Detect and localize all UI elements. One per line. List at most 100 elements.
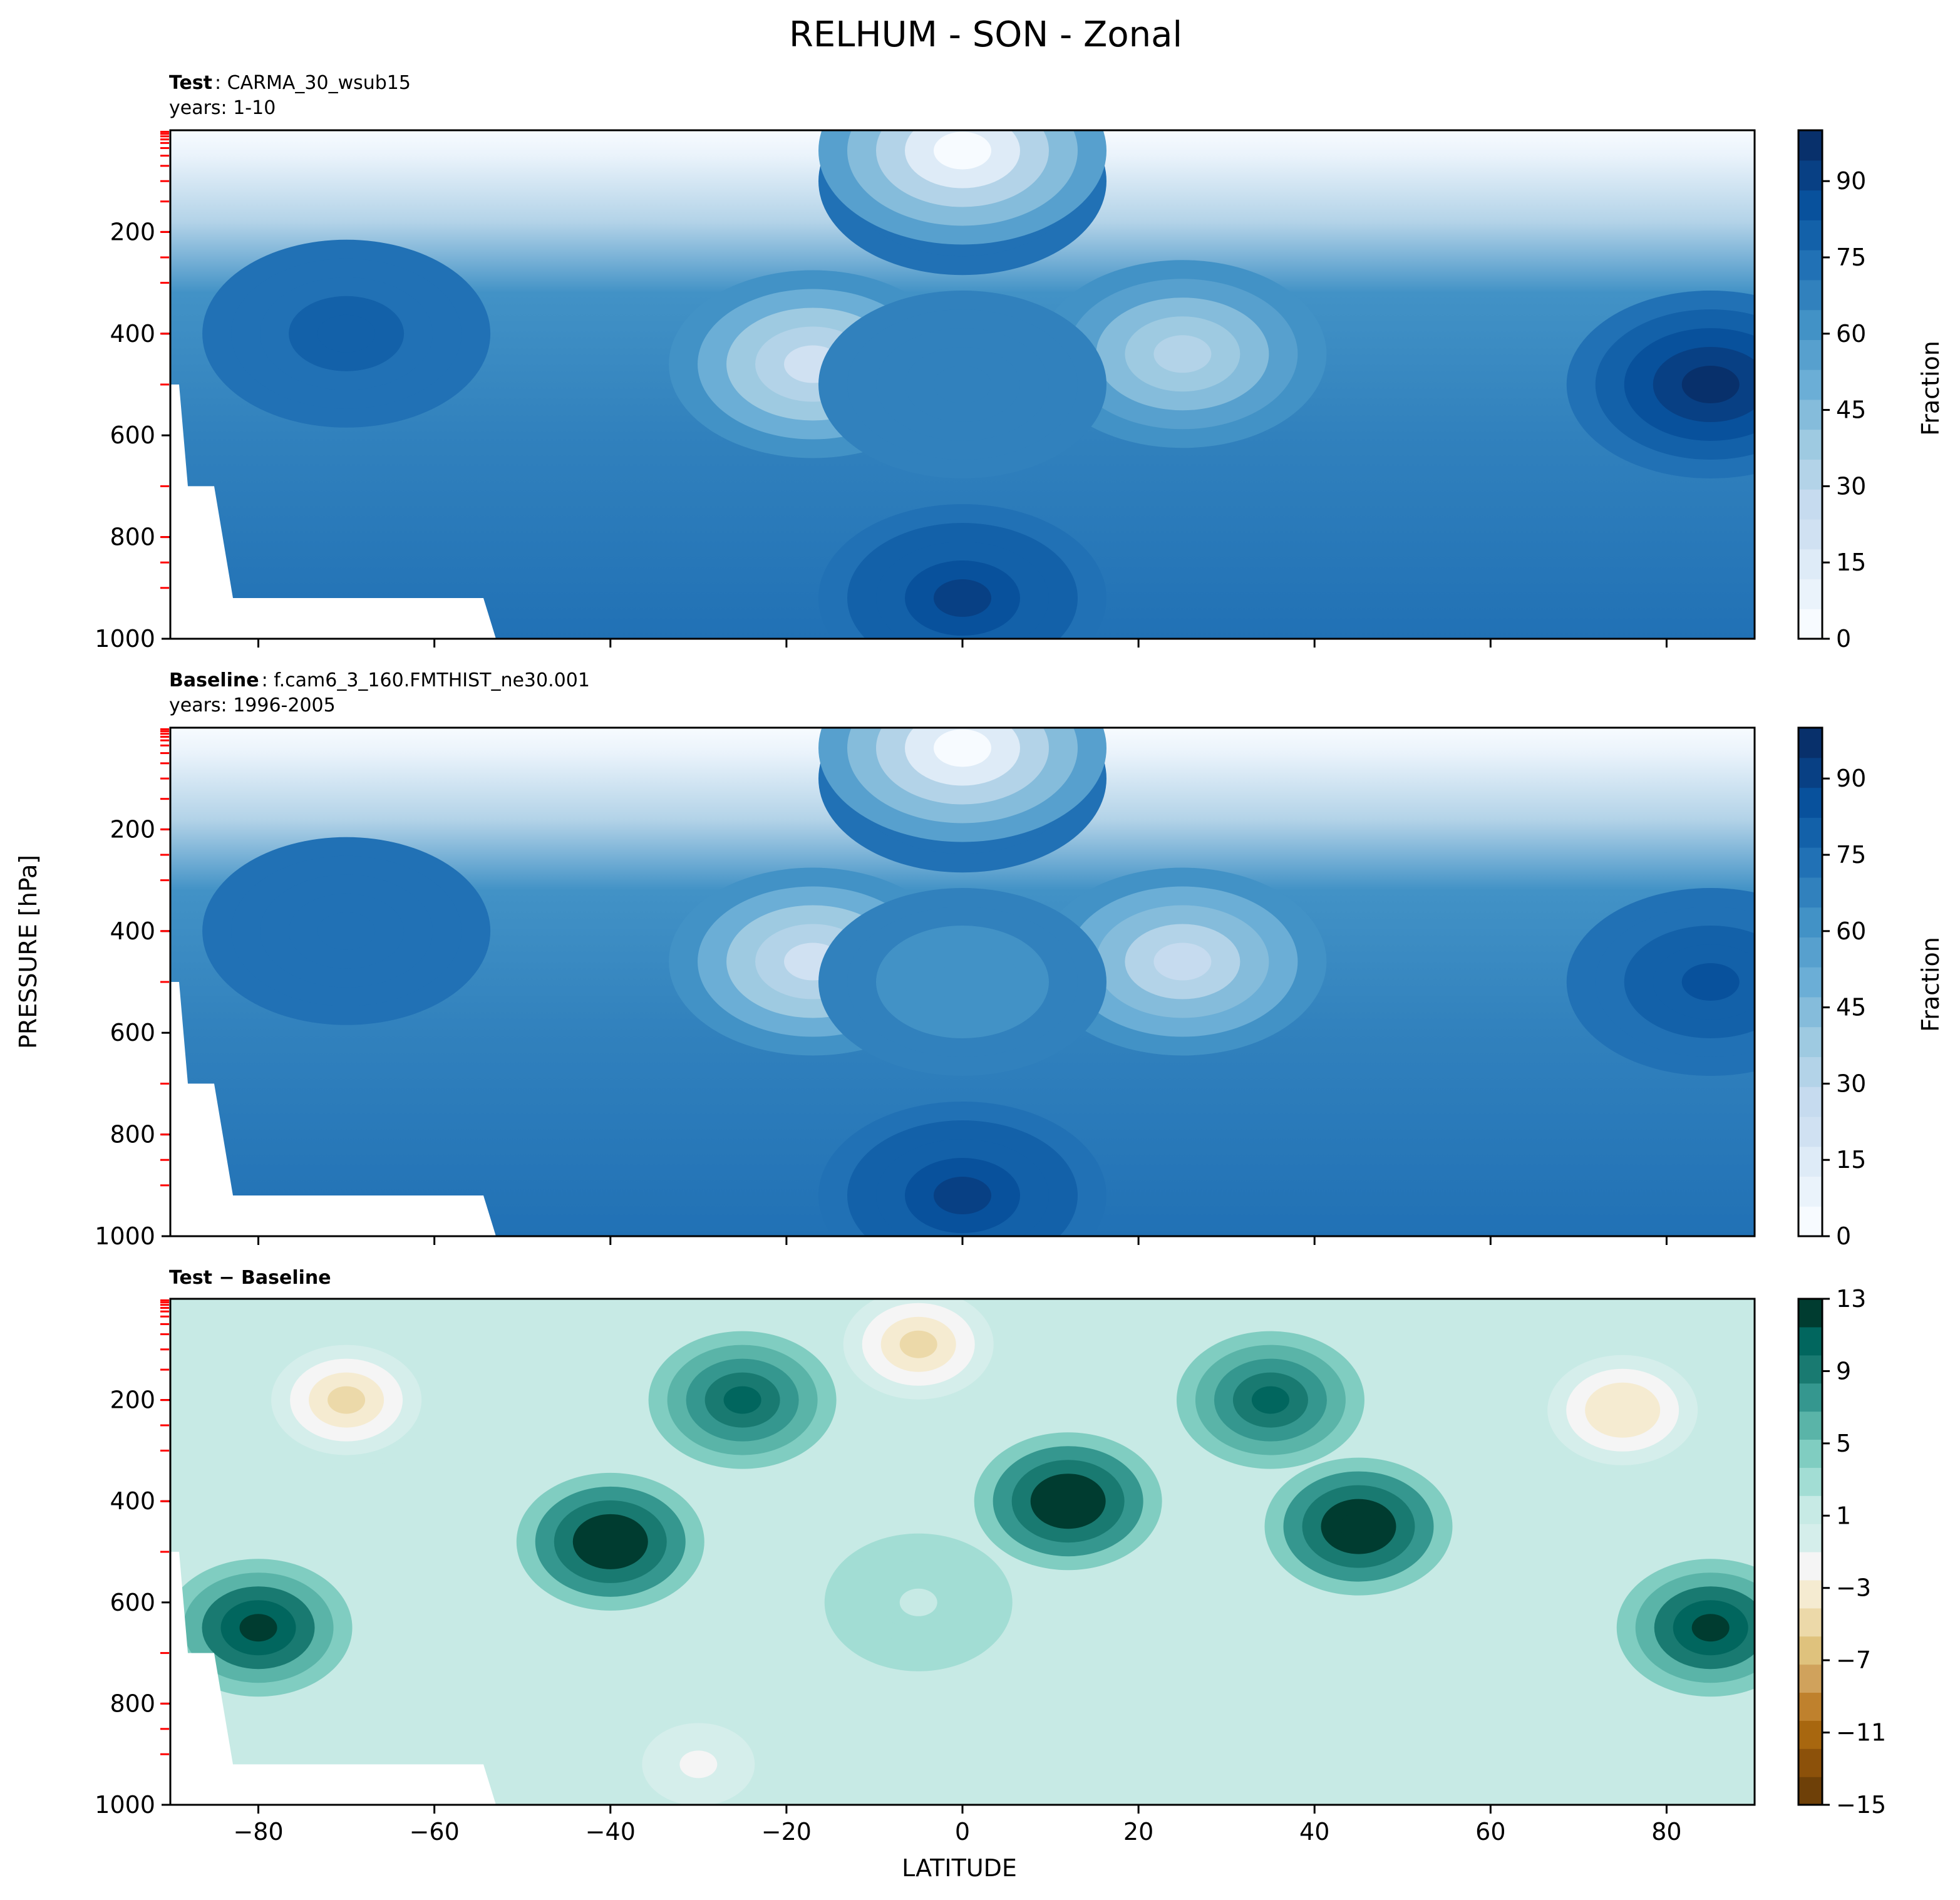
colorbar-segment <box>1798 459 1822 490</box>
colorbar-segment <box>1798 817 1822 848</box>
colorbar-segment <box>1798 1116 1822 1147</box>
colorbar-segment <box>1798 339 1822 370</box>
y-tick-label: 400 <box>110 320 155 348</box>
colorbar-tick-label: 15 <box>1836 549 1866 576</box>
contour-band <box>1251 1386 1289 1414</box>
contour-band <box>1681 366 1740 403</box>
colorbar-segment <box>1798 519 1822 550</box>
x-axis-label: LATITUDE <box>902 1854 1017 1882</box>
panel-baseline-colorbar-label: Fraction <box>1917 937 1944 1032</box>
colorbar-tick-label: 13 <box>1836 1285 1866 1313</box>
colorbar-segment <box>1798 907 1822 937</box>
colorbar-tick-label: −7 <box>1836 1646 1871 1674</box>
x-tick-label: 80 <box>1651 1818 1681 1846</box>
colorbar-tick-label: −3 <box>1836 1574 1871 1602</box>
panel-baseline-years: years: 1996-2005 <box>169 694 336 716</box>
colorbar-tick-label: −11 <box>1836 1719 1886 1747</box>
panel-baseline-contours <box>170 728 1755 1236</box>
contour-band <box>1049 1487 1087 1515</box>
colorbar-segment <box>1798 1748 1822 1777</box>
y-axis-label: PRESSURE [hPa] <box>14 855 42 1049</box>
colorbar-tick-label: 5 <box>1836 1430 1851 1457</box>
panel-diff-xticks: −80 −60 −40 −20 0 20 40 60 80 <box>233 1805 1682 1846</box>
y-tick-label: 400 <box>110 917 155 945</box>
y-tick-label: 800 <box>110 1690 155 1717</box>
contour-band <box>1681 963 1740 1001</box>
colorbar-segment <box>1798 220 1822 250</box>
panel-test-xticks <box>257 639 1668 648</box>
panel-baseline-name: Baseline <box>169 669 259 691</box>
colorbar-segment <box>1798 429 1822 460</box>
colorbar-segment <box>1798 1206 1822 1237</box>
colorbar-segment <box>1798 1383 1822 1412</box>
y-tick-label: 1000 <box>95 625 155 653</box>
colorbar-segment <box>1798 1411 1822 1440</box>
contour-band <box>317 314 376 353</box>
colorbar-segment <box>1798 847 1822 878</box>
missing-data-mask <box>170 385 496 639</box>
contour-band <box>934 729 991 767</box>
colorbar-segment <box>1798 1608 1822 1637</box>
colorbar-segment <box>1798 609 1822 639</box>
x-tick-label: −80 <box>233 1818 283 1846</box>
panel-baseline: Baseline: f.cam6_3_160.FMTHIST_ne30.001 … <box>95 669 1944 1250</box>
panel-test-years: years: 1-10 <box>169 97 276 119</box>
colorbar-segment <box>1798 937 1822 968</box>
colorbar-segment <box>1798 1087 1822 1117</box>
panel-baseline-case: : f.cam6_3_160.FMTHIST_ne30.001 <box>262 669 590 691</box>
x-tick-label: 0 <box>955 1818 970 1846</box>
colorbar-tick-label: 15 <box>1836 1146 1866 1174</box>
y-tick-label: 800 <box>110 524 155 551</box>
colorbar-tick-label: 0 <box>1836 625 1851 653</box>
colorbar-segment <box>1798 489 1822 520</box>
panel-diff-yaxis: 200 400 600 800 1000 <box>95 1299 170 1819</box>
contour-band <box>934 1177 991 1215</box>
colorbar-segment <box>1798 1495 1822 1524</box>
colorbar-segment <box>1798 1692 1822 1721</box>
colorbar-tick-label: 90 <box>1836 765 1866 792</box>
colorbar-segment <box>1798 1176 1822 1207</box>
panel-baseline-yaxis: 200 400 600 800 1000 <box>95 728 170 1250</box>
panel-test-colorbar: 0 15 30 45 60 75 90 <box>1797 129 1866 653</box>
panel-baseline-xticks <box>257 1236 1668 1245</box>
colorbar-segment <box>1798 369 1822 400</box>
contour-band <box>934 579 991 617</box>
colorbar-tick-label: −15 <box>1836 1791 1886 1819</box>
colorbar-segment <box>1798 1524 1822 1552</box>
x-tick-label: −20 <box>761 1818 812 1846</box>
colorbar-segment <box>1798 877 1822 908</box>
colorbar-tick-label: 0 <box>1836 1222 1851 1250</box>
colorbar-segment <box>1798 1355 1822 1384</box>
colorbar-segment <box>1798 1777 1822 1805</box>
colorbar-tick-label: 9 <box>1836 1357 1851 1385</box>
contour-band <box>934 963 991 1001</box>
x-tick-label: −60 <box>410 1818 460 1846</box>
colorbar-segment <box>1798 757 1822 788</box>
contour-band <box>1691 1614 1730 1642</box>
contour-band <box>1604 1396 1642 1424</box>
missing-data-mask <box>170 1552 496 1805</box>
missing-data-mask <box>170 982 496 1236</box>
colorbar-segment <box>1798 1664 1822 1693</box>
colorbar-segment <box>1798 1026 1822 1058</box>
colorbar-segment <box>1798 1326 1822 1356</box>
colorbar-segment <box>1798 728 1822 758</box>
x-tick-label: −40 <box>585 1818 636 1846</box>
panel-test-colorbar-label: Fraction <box>1917 341 1944 436</box>
contour-band <box>1153 942 1212 981</box>
contour-band <box>899 1330 937 1358</box>
colorbar-segment <box>1798 1439 1822 1468</box>
contour-band <box>328 1386 366 1414</box>
colorbar-segment <box>1798 996 1822 1028</box>
colorbar-segment <box>1798 1636 1822 1665</box>
contour-band <box>679 1750 718 1779</box>
colorbar-segment <box>1798 787 1822 818</box>
contour-band <box>317 912 376 950</box>
colorbar-tick-label: 45 <box>1836 396 1866 424</box>
figure-title: RELHUM - SON - Zonal <box>789 14 1182 55</box>
y-tick-label: 1000 <box>95 1791 155 1819</box>
colorbar-tick-label: 45 <box>1836 994 1866 1021</box>
y-tick-label: 800 <box>110 1121 155 1149</box>
